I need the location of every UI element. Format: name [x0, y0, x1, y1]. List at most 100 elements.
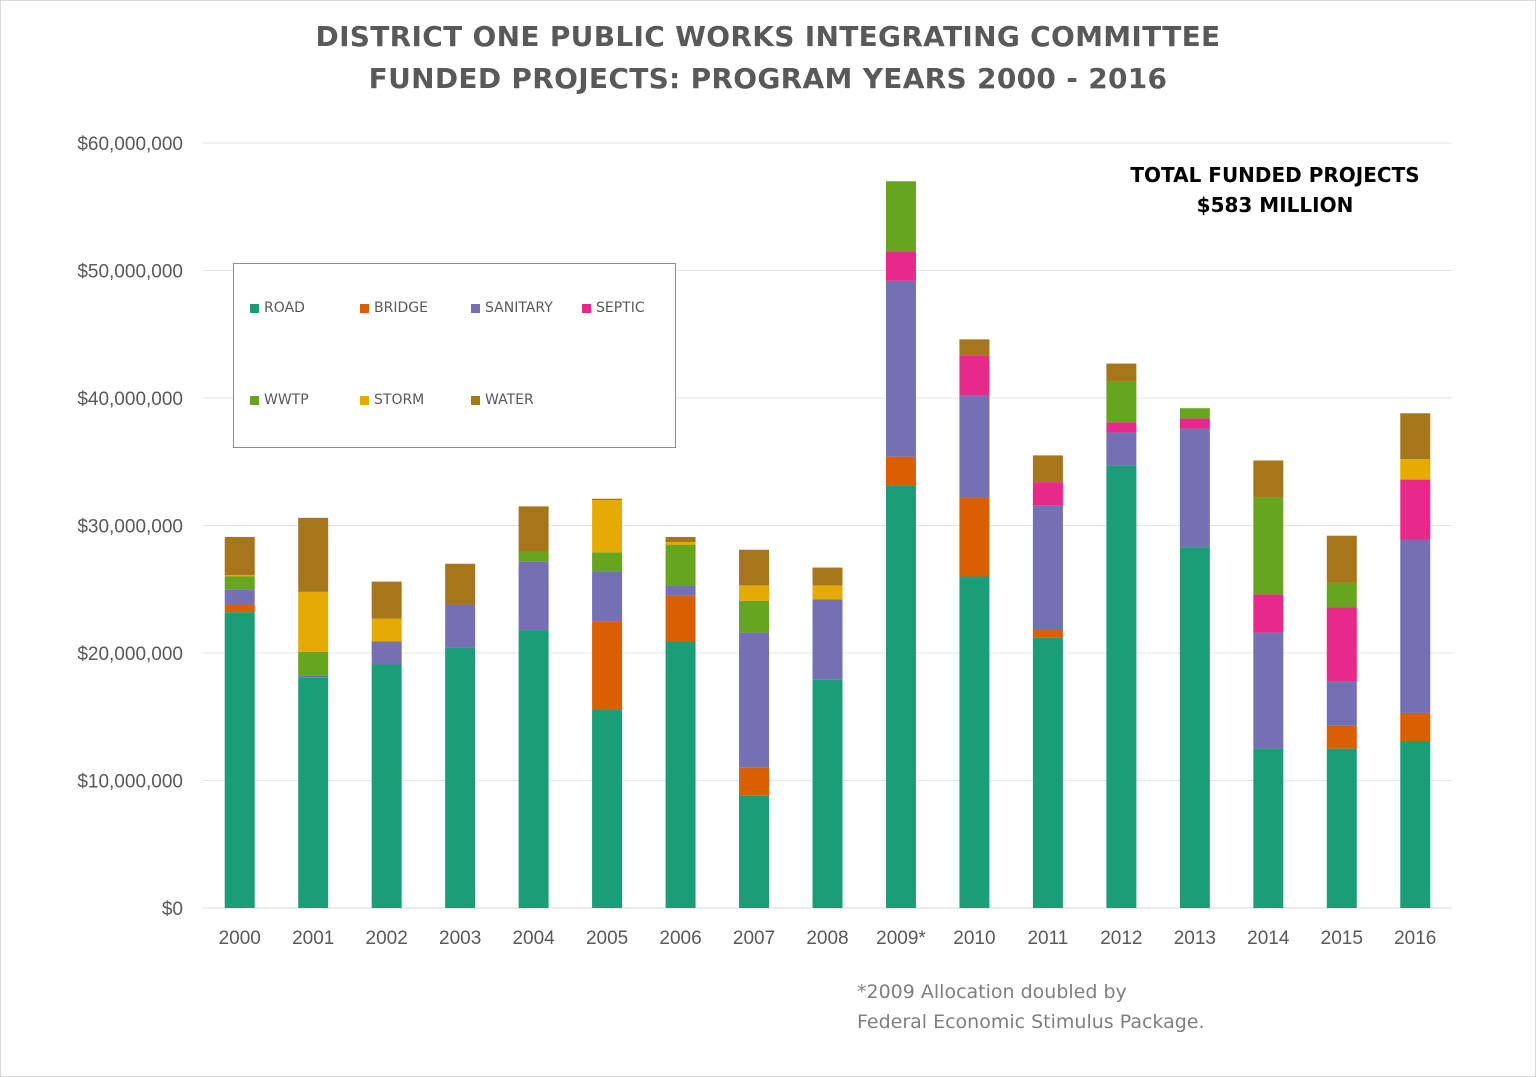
x-tick-label: 2008 [806, 928, 848, 949]
bar-segment-road-2005 [592, 709, 623, 908]
y-tick-label: $40,000,000 [77, 389, 183, 410]
bar-segment-water-2005 [592, 498, 623, 500]
bar-segment-sanitary-2006 [665, 585, 696, 596]
legend-label: SEPTIC [596, 300, 645, 316]
legend-label: WATER [485, 392, 534, 408]
bar-segment-wwtp-2009 [885, 181, 916, 252]
bar-segment-road-2003 [445, 647, 476, 908]
bar-segment-sanitary-2010 [959, 395, 990, 498]
bar-segment-road-2004 [518, 630, 549, 908]
bar-segment-sanitary-2013 [1179, 428, 1210, 548]
x-tick-label: 2005 [586, 928, 628, 949]
x-tick-label: 2011 [1027, 928, 1068, 949]
bar-segment-septic-2014 [1253, 594, 1284, 633]
bar-segment-water-2010 [959, 339, 990, 356]
legend-label: WWTP [264, 392, 309, 408]
bar-segment-sanitary-2009 [885, 280, 916, 457]
bar-segment-water-2016 [1400, 413, 1431, 460]
bar-segment-wwtp-2007 [739, 600, 770, 633]
bar-segment-sanitary-2008 [812, 599, 843, 680]
x-tick-label: 2009* [876, 928, 926, 949]
bar-segment-water-2004 [518, 506, 549, 551]
x-tick-label: 2006 [659, 928, 701, 949]
bar-segment-water-2000 [224, 536, 255, 576]
legend-item-storm: STORM [360, 392, 424, 408]
legend-label: STORM [374, 392, 425, 408]
legend-swatch [250, 303, 259, 313]
x-tick-label: 2010 [953, 928, 995, 949]
legend-swatch [360, 395, 369, 405]
bar-segment-sanitary-2014 [1253, 632, 1284, 749]
bar-segment-bridge-2006 [665, 595, 696, 642]
bar-segment-storm-2008 [812, 585, 843, 600]
y-tick-label: $50,000,000 [77, 262, 183, 283]
bar-segment-road-2007 [739, 795, 770, 908]
bar-segment-bridge-2015 [1326, 725, 1357, 749]
bar-segment-storm-2000 [224, 575, 255, 577]
bar-segment-sanitary-2011 [1032, 505, 1063, 631]
bar-segment-road-2002 [371, 664, 402, 908]
bar-segment-wwtp-2012 [1106, 381, 1137, 423]
legend-item-septic: SEPTIC [582, 300, 645, 316]
bar-segment-water-2006 [665, 536, 696, 543]
x-tick-label: 2000 [219, 928, 261, 949]
y-tick-label: $10,000,000 [77, 772, 183, 793]
legend-item-sanitary: SANITARY [471, 300, 553, 316]
bar-segment-sanitary-2007 [739, 632, 770, 768]
bar-segment-wwtp-2005 [592, 552, 623, 572]
legend-label: BRIDGE [374, 300, 428, 316]
bar-segment-water-2001 [298, 517, 329, 592]
bar-segment-sanitary-2004 [518, 561, 549, 631]
bar-segment-road-2012 [1106, 465, 1137, 908]
legend-item-water: WATER [471, 392, 534, 408]
bar-segment-wwtp-2015 [1326, 582, 1357, 608]
bar-segment-sanitary-2000 [224, 589, 255, 605]
bar-segment-storm-2002 [371, 618, 402, 642]
legend-swatch [250, 395, 259, 405]
total-annotation-line2: $583 MILLION [1196, 193, 1354, 217]
x-tick-label: 2014 [1247, 928, 1290, 949]
y-tick-label: $0 [162, 899, 183, 920]
bar-segment-sanitary-2001 [298, 675, 329, 678]
footnote-line2: Federal Economic Stimulus Package. [857, 1011, 1205, 1033]
bar-segment-water-2011 [1032, 455, 1063, 483]
bar-segment-road-2010 [959, 576, 990, 908]
bar-segment-sanitary-2012 [1106, 432, 1137, 466]
total-annotation-line1: TOTAL FUNDED PROJECTS [1130, 163, 1420, 187]
chart-title: DISTRICT ONE PUBLIC WORKS INTEGRATING CO… [315, 20, 1221, 53]
bar-segment-water-2008 [812, 567, 843, 586]
legend-item-wwtp: WWTP [250, 392, 309, 408]
bar-segment-septic-2013 [1179, 418, 1210, 429]
chart-subtitle: FUNDED PROJECTS: PROGRAM YEARS 2000 - 20… [368, 62, 1168, 95]
y-tick-label: $60,000,000 [77, 134, 183, 155]
bar-segment-sanitary-2005 [592, 571, 623, 622]
bar-segment-bridge-2010 [959, 497, 990, 577]
legend-label: SANITARY [485, 300, 553, 316]
bar-segment-bridge-2011 [1032, 630, 1063, 638]
legend-item-road: ROAD [250, 300, 305, 316]
bar-segment-wwtp-2013 [1179, 408, 1210, 419]
bar-segment-septic-2015 [1326, 607, 1357, 682]
bar-segment-road-2006 [665, 641, 696, 908]
legend-item-bridge: BRIDGE [360, 300, 428, 316]
x-tick-label: 2013 [1174, 928, 1216, 949]
bar-segment-road-2014 [1253, 748, 1284, 908]
bar-segment-wwtp-2006 [665, 544, 696, 586]
bar-segment-road-2009 [885, 485, 916, 908]
bar-segment-road-2011 [1032, 637, 1063, 908]
y-tick-label: $20,000,000 [77, 644, 183, 665]
x-tick-label: 2015 [1321, 928, 1363, 949]
legend-swatch [360, 303, 369, 313]
bar-segment-storm-2005 [592, 500, 623, 553]
bar-segment-septic-2009 [885, 251, 916, 281]
x-tick-label: 2001 [292, 928, 334, 949]
x-tick-label: 2004 [512, 928, 555, 949]
bar-segment-road-2015 [1326, 748, 1357, 908]
bar-segment-wwtp-2004 [518, 551, 549, 562]
bar-segment-wwtp-2014 [1253, 497, 1284, 595]
bar-segment-sanitary-2003 [445, 604, 476, 648]
bar-segment-sanitary-2002 [371, 641, 402, 665]
y-tick-label: $30,000,000 [77, 517, 183, 538]
legend: ROAD BRIDGE SANITARY SEPTIC WWTP STORM WATER [233, 263, 676, 448]
